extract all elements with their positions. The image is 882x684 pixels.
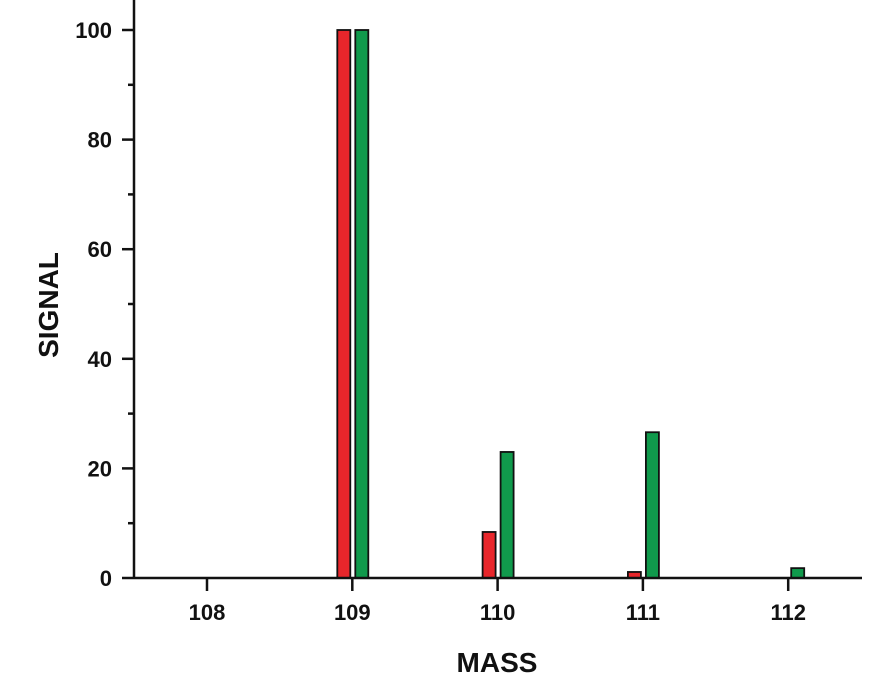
y-axis-title: SIGNAL [33, 252, 64, 358]
y-tick-label: 60 [88, 237, 112, 262]
bar-red-110 [481, 531, 497, 579]
bar-red-109 [336, 29, 352, 579]
y-tick-label: 40 [88, 347, 112, 372]
x-tick-label: 111 [626, 600, 660, 625]
x-tick-label: 110 [480, 600, 516, 625]
bar-green-111 [645, 431, 660, 579]
x-axis-title: MASS [457, 647, 538, 678]
x-ticks: 108 109 110 111 112 [189, 578, 806, 625]
y-tick-label: 100 [75, 18, 112, 43]
y-tick-label: 80 [88, 128, 112, 153]
bar-green-109 [354, 29, 370, 579]
y-tick-label: 0 [100, 566, 112, 591]
bars [336, 29, 806, 579]
x-tick-label: 108 [189, 600, 226, 625]
y-tick-label: 20 [88, 456, 112, 481]
bar-green-112 [790, 567, 806, 579]
x-tick-label: 112 [770, 600, 806, 625]
y-ticks: 0 20 40 60 80 100 [75, 18, 134, 591]
x-tick-label: 109 [334, 600, 371, 625]
bar-green-110 [499, 451, 515, 579]
